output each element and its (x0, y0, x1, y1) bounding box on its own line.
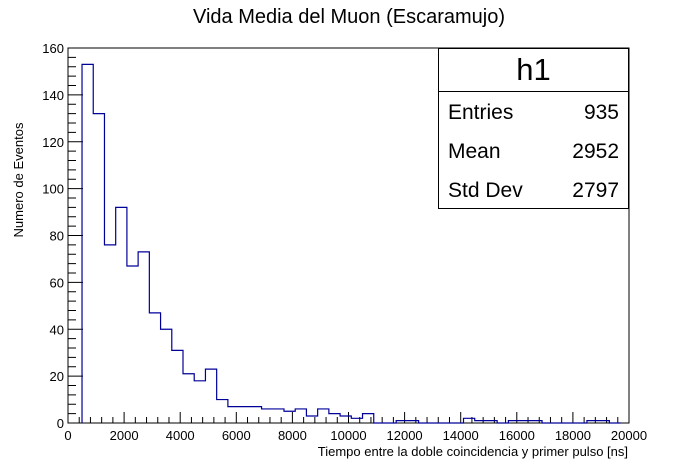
y-axis-label: Numero de Eventos (11, 122, 26, 237)
histogram-bin (284, 411, 295, 423)
y-tick-label: 60 (50, 275, 64, 290)
histogram-bin (295, 409, 306, 423)
x-tick-label: 12000 (387, 428, 423, 443)
histogram-bin (205, 369, 216, 423)
chart-title: Vida Media del Muon (Escaramujo) (193, 6, 505, 28)
histogram-bin (161, 329, 172, 423)
x-tick-label: 2000 (110, 428, 139, 443)
histogram-bin (149, 313, 160, 423)
x-tick-label: 0 (64, 428, 71, 443)
y-tick-label: 140 (42, 88, 64, 103)
histogram-bin (407, 421, 418, 423)
histogram-bin (520, 421, 531, 423)
y-tick-label: 120 (42, 135, 64, 150)
histogram-bin (464, 418, 475, 423)
y-tick-label: 80 (50, 229, 64, 244)
histogram-bin (183, 374, 194, 423)
histogram-bin (228, 407, 239, 423)
histogram-bin (306, 416, 317, 423)
histogram-bin (598, 421, 609, 423)
histogram-bin (239, 407, 250, 423)
histogram-bin (475, 421, 486, 423)
x-tick-label: 16000 (499, 428, 535, 443)
x-axis-label: Tiempo entre la doble coincidencia y pri… (318, 444, 628, 459)
histogram-bin (172, 350, 183, 423)
histogram-bin (531, 421, 542, 423)
histogram-bin (273, 409, 284, 423)
histogram-bin (127, 266, 138, 423)
x-tick-label: 6000 (222, 428, 251, 443)
x-tick-label: 4000 (166, 428, 195, 443)
histogram-bin (82, 64, 93, 423)
histogram-series (81, 63, 621, 424)
histogram-bin (329, 414, 340, 423)
stats-box: h1 Entries 935 Mean 2952 Std Dev 2797 (438, 48, 629, 209)
histogram-bin (587, 421, 598, 423)
stats-entries-label: Entries (448, 101, 514, 124)
x-tick-label: 10000 (330, 428, 366, 443)
x-tick-label: 8000 (278, 428, 307, 443)
y-tick-label: 20 (50, 369, 64, 384)
histogram-bin (116, 207, 127, 423)
stats-stddev-label: Std Dev (448, 179, 523, 202)
histogram-bin (486, 421, 497, 423)
histogram-bin (318, 409, 329, 423)
histogram-bin (93, 114, 104, 423)
y-tick-label: 0 (57, 416, 64, 431)
stats-mean-label: Mean (448, 140, 501, 163)
x-tick-label: 14000 (443, 428, 479, 443)
stats-title: h1 (439, 49, 628, 92)
histogram-bin (194, 381, 205, 423)
histogram-bin (363, 414, 374, 423)
histogram-bin (250, 407, 261, 423)
stats-entries-value: 935 (583, 101, 619, 124)
stats-row-entries: Entries 935 (439, 92, 628, 131)
y-tick-label: 40 (50, 322, 64, 337)
stats-row-mean: Mean 2952 (439, 131, 628, 170)
y-tick-label: 160 (42, 41, 64, 56)
histogram-bin (340, 416, 351, 423)
histogram-bin (104, 245, 115, 423)
stats-row-stddev: Std Dev 2797 (439, 170, 628, 209)
stats-mean-value: 2952 (572, 140, 619, 163)
x-tick-label: 18000 (555, 428, 591, 443)
x-tick-label: 20000 (611, 428, 647, 443)
x-axis: 0 2000 4000 6000 8000 10000 12000 14000 16000 180… (64, 412, 647, 443)
histogram-bin (262, 409, 273, 423)
histogram-bin (351, 418, 362, 423)
y-tick-label: 100 (42, 182, 64, 197)
histogram-bin (508, 421, 519, 423)
histogram-bin (217, 400, 228, 423)
stats-stddev-value: 2797 (572, 179, 619, 202)
histogram-bin (396, 421, 407, 423)
histogram-bin (138, 252, 149, 423)
y-axis: 0 20 40 60 80 100 120 140 160 (42, 41, 83, 431)
